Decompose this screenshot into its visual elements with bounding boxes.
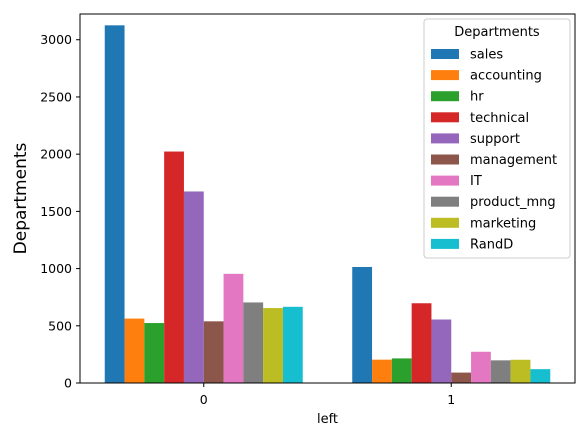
legend-label-support: support (470, 132, 520, 147)
y-tick-label: 1000 (40, 261, 72, 276)
bar-management-0 (203, 321, 224, 383)
legend-label-RandD: RandD (470, 237, 513, 252)
legend-label-marketing: marketing (470, 216, 536, 231)
bar-RandD-1 (530, 369, 551, 383)
bar-sales-1 (352, 266, 373, 383)
bar-support-1 (431, 319, 452, 383)
legend-label-IT: IT (470, 174, 482, 189)
bar-marketing-1 (510, 359, 531, 383)
legend-swatch-marketing (431, 217, 459, 228)
legend-label-accounting: accounting (470, 69, 542, 84)
legend-label-hr: hr (470, 90, 484, 105)
legend-label-sales: sales (470, 48, 503, 63)
bar-sales-0 (104, 25, 125, 383)
bar-support-0 (183, 191, 204, 383)
legend-swatch-RandD (431, 238, 459, 249)
bar-product_mng-0 (243, 302, 264, 383)
x-axis-label: left (317, 412, 338, 427)
legend-swatch-product_mng (431, 196, 459, 207)
y-tick-label: 2000 (40, 147, 72, 162)
legend-label-management: management (470, 153, 557, 168)
bar-IT-0 (223, 273, 244, 383)
legend-label-product_mng: product_mng (470, 195, 556, 210)
legend-swatch-support (431, 133, 459, 144)
bar-management-1 (451, 372, 472, 383)
bar-technical-0 (164, 151, 184, 383)
bar-accounting-1 (372, 359, 392, 383)
legend-items: sales accounting hr technical support managem… (431, 48, 557, 252)
legend-swatch-accounting (431, 70, 459, 81)
y-axis-label: Departments (11, 142, 31, 254)
y-tick-label: 0 (64, 376, 72, 391)
legend: Departments sales accounting hr technical su… (423, 18, 571, 259)
bar-accounting-0 (124, 318, 145, 383)
y-tick-label: 3000 (40, 32, 72, 47)
x-tick-label: 1 (447, 392, 455, 407)
bar-hr-1 (391, 358, 412, 383)
bar-RandD-0 (282, 306, 303, 383)
bar-marketing-0 (263, 308, 283, 383)
legend-swatch-technical (431, 112, 459, 123)
bars-group (104, 25, 551, 383)
y-axis: 0 500 1000 1500 2000 2500 3000 (40, 32, 80, 391)
y-tick-label: 500 (48, 318, 72, 333)
bar-IT-1 (471, 351, 491, 383)
legend-swatch-hr (431, 91, 459, 102)
bar-technical-1 (411, 303, 432, 383)
legend-swatch-IT (431, 175, 459, 186)
y-tick-label: 1500 (40, 204, 72, 219)
y-tick-label: 2500 (40, 89, 72, 104)
legend-swatch-management (431, 154, 459, 165)
bar-hr-0 (144, 323, 165, 383)
plot-frame (79, 13, 576, 384)
bar-product_mng-1 (490, 360, 511, 383)
legend-swatch-sales (431, 49, 459, 59)
legend-box (423, 18, 571, 259)
legend-title: Departments (454, 25, 540, 40)
x-tick-label: 0 (200, 392, 208, 407)
legend-label-technical: technical (470, 111, 529, 126)
